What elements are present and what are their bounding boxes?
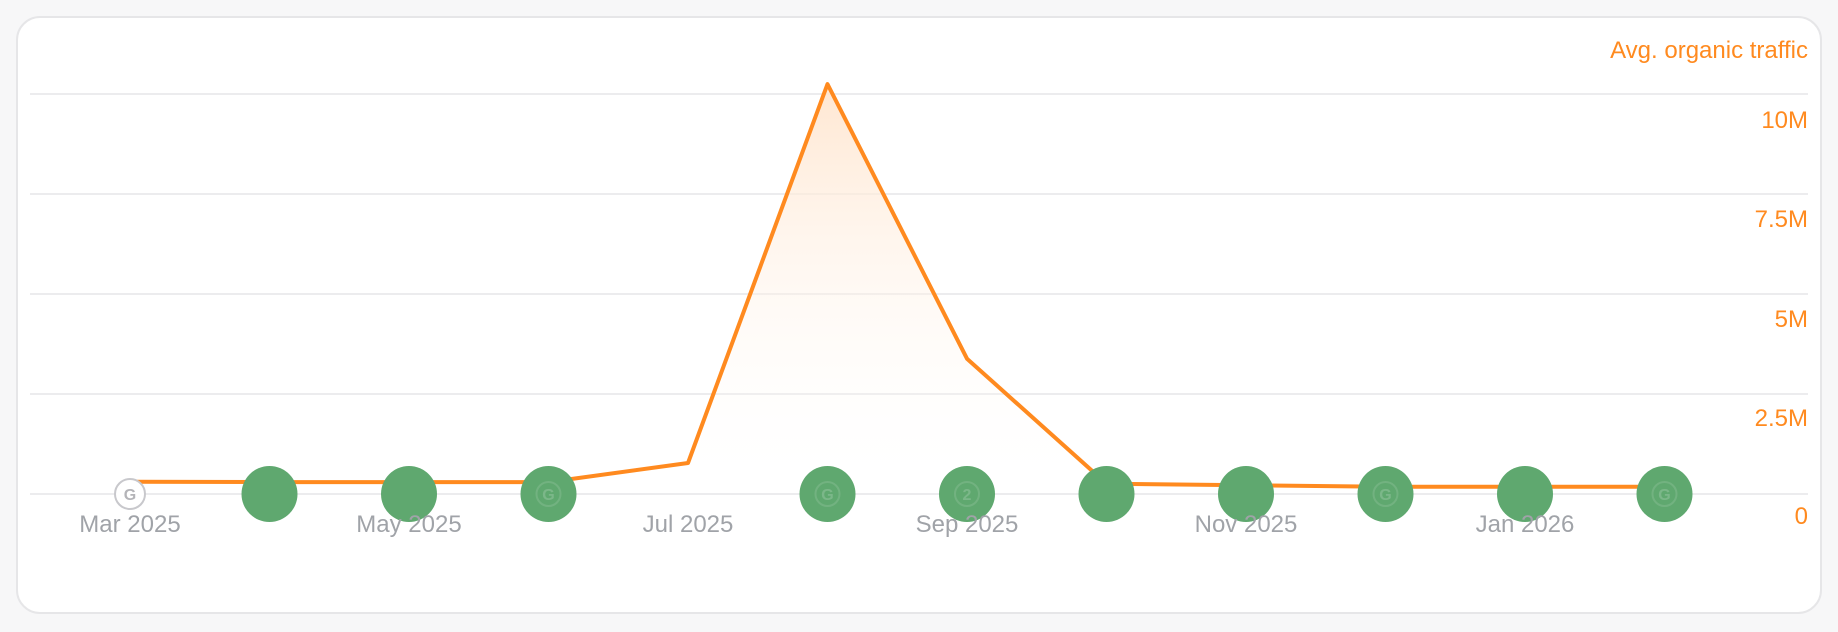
marker-circle	[939, 466, 995, 522]
x-tick-label: Nov 2025	[1195, 511, 1298, 538]
legend-label: Avg. organic traffic	[1610, 37, 1808, 64]
google-icon: G	[1658, 487, 1670, 504]
marker-ring	[814, 481, 841, 507]
y-tick-label: 0	[1795, 503, 1808, 530]
event-marker[interactable]	[1078, 466, 1135, 522]
marker-circle	[114, 478, 146, 510]
x-tick-label: Mar 2025	[79, 511, 180, 538]
event-markers: G G G 2 G G	[114, 466, 1693, 522]
count-label: 2	[963, 487, 972, 504]
event-marker[interactable]: G	[1636, 466, 1693, 522]
marker-circle	[1636, 466, 1693, 522]
marker-circle	[241, 466, 298, 522]
event-marker[interactable]	[1218, 466, 1274, 522]
marker-circle	[1357, 466, 1414, 522]
marker-circle	[799, 466, 856, 522]
x-tick-label: May 2025	[356, 511, 461, 538]
event-marker[interactable]	[241, 466, 298, 522]
google-icon: G	[542, 487, 554, 504]
event-marker[interactable]: G	[799, 466, 856, 522]
area-fill	[130, 84, 1665, 494]
event-marker[interactable]	[1497, 466, 1553, 522]
google-icon: G	[124, 487, 136, 504]
y-tick-label: 5M	[1775, 306, 1808, 333]
organic-traffic-chart: G G G 2 G G 0 2.5M 5M 7.5M 10M Mar 2025 May 2025 Ju…	[30, 37, 1808, 538]
y-axis-ticks: 0 2.5M 5M 7.5M 10M	[1755, 107, 1808, 530]
event-marker[interactable]: 2	[939, 466, 995, 522]
chart-card: G G G 2 G G 0 2.5M 5M 7.5M 10M Mar 2025 May 2025 Ju…	[16, 16, 1822, 614]
marker-ring	[1372, 481, 1399, 507]
marker-circle	[1218, 466, 1274, 522]
series-area	[130, 84, 1665, 494]
marker-ring	[535, 481, 562, 507]
marker-ring	[954, 481, 980, 507]
google-icon: G	[1379, 487, 1391, 504]
event-marker[interactable]: G	[114, 478, 146, 510]
x-axis-ticks: Mar 2025 May 2025 Jul 2025 Sep 2025 Nov 2025…	[79, 511, 1574, 538]
y-tick-label: 10M	[1761, 107, 1808, 134]
event-marker[interactable]	[381, 466, 437, 522]
marker-ring	[1651, 481, 1678, 507]
marker-circle	[1078, 466, 1135, 522]
x-tick-label: Sep 2025	[916, 511, 1019, 538]
event-marker[interactable]: G	[1357, 466, 1414, 522]
x-tick-label: Jul 2025	[643, 511, 734, 538]
google-icon: G	[821, 487, 833, 504]
marker-circle	[1497, 466, 1553, 522]
event-marker[interactable]: G	[520, 466, 577, 522]
y-tick-label: 7.5M	[1755, 206, 1808, 233]
x-tick-label: Jan 2026	[1476, 511, 1575, 538]
marker-circle	[381, 466, 437, 522]
y-tick-label: 2.5M	[1755, 405, 1808, 432]
marker-circle	[520, 466, 577, 522]
